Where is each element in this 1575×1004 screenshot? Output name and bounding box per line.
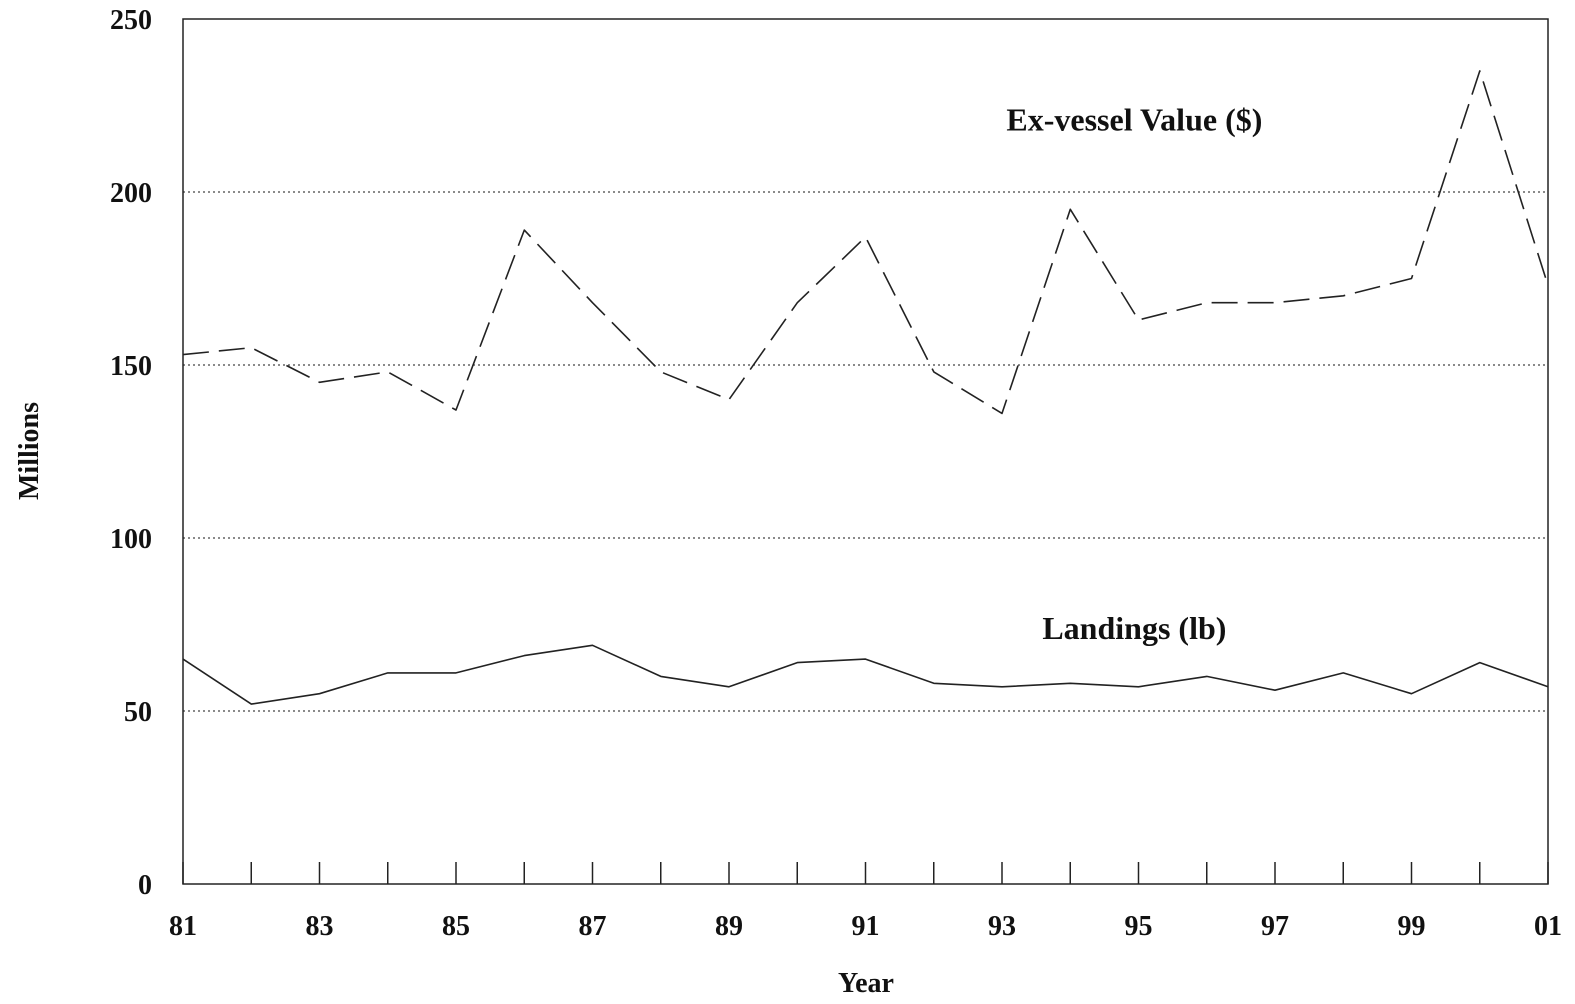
series-lines	[182, 70, 1549, 705]
y-tick-label: 250	[110, 5, 152, 36]
y-axis-title: Millions	[14, 402, 45, 500]
x-tick-label: 85	[442, 911, 470, 942]
x-tick-label: 95	[1125, 911, 1153, 942]
series-annotation-0: Ex-vessel Value ($)	[1006, 101, 1262, 137]
x-axis-title: Year	[838, 968, 894, 999]
series-line-1	[182, 644, 1549, 705]
x-tick-label: 81	[169, 911, 197, 942]
series-line-0	[182, 70, 1549, 415]
x-tick-label: 91	[852, 911, 880, 942]
y-axis-tick-labels: 0 50 100 150 200 250	[110, 5, 152, 901]
x-axis-tick-labels: 81 83 85 87 89 91 93 95 97 99 01	[169, 911, 1562, 942]
y-tick-label: 50	[124, 697, 152, 728]
series-annotation-1: Landings (lb)	[1042, 610, 1226, 646]
x-tick-label: 83	[306, 911, 334, 942]
y-tick-label: 200	[110, 178, 152, 209]
y-tick-label: 150	[110, 351, 152, 382]
x-tick-label: 89	[715, 911, 743, 942]
x-axis-ticks	[182, 862, 1549, 884]
x-tick-label: 87	[579, 911, 607, 942]
x-tick-label: 01	[1534, 911, 1562, 942]
gridlines	[183, 191, 1548, 712]
x-tick-label: 93	[988, 911, 1016, 942]
x-tick-label: 97	[1261, 911, 1289, 942]
y-tick-label: 0	[138, 870, 152, 901]
series-annotations: Ex-vessel Value ($) Landings (lb)	[1006, 101, 1262, 646]
x-tick-label: 99	[1398, 911, 1426, 942]
plot-frame	[182, 18, 1549, 885]
y-tick-label: 100	[110, 524, 152, 555]
